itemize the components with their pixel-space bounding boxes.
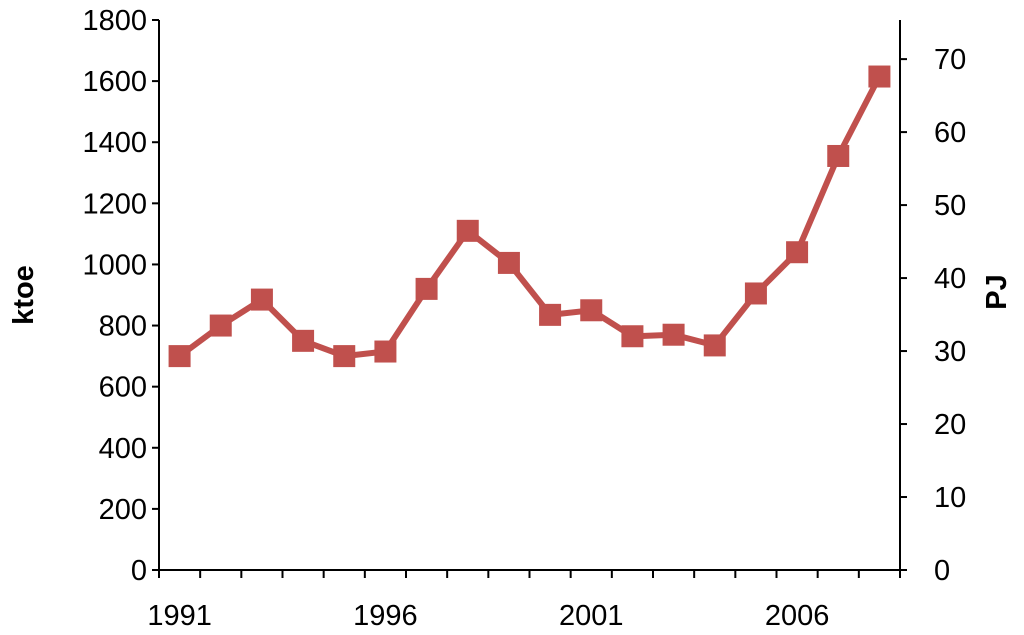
y2-tick-label: 30 bbox=[934, 336, 966, 368]
data-point-marker bbox=[497, 251, 520, 274]
data-point-marker bbox=[292, 329, 315, 352]
y2-tick-label: 50 bbox=[934, 190, 966, 222]
y-tick-label: 600 bbox=[99, 372, 147, 404]
y-tick-label: 1600 bbox=[82, 66, 147, 98]
data-point-marker bbox=[539, 303, 562, 326]
y2-tick-label: 10 bbox=[934, 482, 966, 514]
data-point-marker bbox=[703, 334, 726, 357]
data-point-marker bbox=[744, 282, 767, 305]
x-tick-label: 2006 bbox=[765, 600, 830, 632]
data-point-marker bbox=[580, 299, 603, 322]
y2-tick-label: 20 bbox=[934, 409, 966, 441]
data-point-marker bbox=[209, 314, 232, 337]
y2-tick-label: 60 bbox=[934, 117, 966, 149]
y-tick-label: 1000 bbox=[82, 249, 147, 281]
tick-marks bbox=[152, 19, 907, 578]
data-point-marker bbox=[868, 65, 891, 88]
data-point-marker bbox=[621, 325, 644, 348]
data-point-marker bbox=[374, 340, 397, 363]
y-tick-label: 800 bbox=[99, 311, 147, 343]
y2-axis-title: PJ bbox=[981, 274, 1013, 309]
y-tick-label: 400 bbox=[99, 433, 147, 465]
tick-labels: 0 200 400 600 800 1000 1200 1400 1600 1800 0 10 20 30… bbox=[82, 5, 966, 632]
x-tick-label: 1996 bbox=[353, 600, 418, 632]
data-point-marker bbox=[456, 219, 479, 242]
y-axis-title: ktoe bbox=[8, 265, 40, 325]
y2-tick-label: 70 bbox=[934, 44, 966, 76]
data-point-marker bbox=[415, 277, 438, 300]
y2-tick-label: 0 bbox=[934, 555, 950, 587]
data-point-marker bbox=[250, 288, 273, 311]
data-point-marker bbox=[827, 144, 850, 167]
data-series bbox=[168, 65, 891, 368]
y-tick-label: 1200 bbox=[82, 188, 147, 220]
x-tick-label: 2001 bbox=[559, 600, 624, 632]
data-point-marker bbox=[662, 323, 685, 346]
y-tick-label: 0 bbox=[131, 555, 147, 587]
x-tick-label: 1991 bbox=[147, 600, 212, 632]
data-point-marker bbox=[333, 345, 356, 368]
data-point-marker bbox=[168, 345, 191, 368]
y-tick-label: 200 bbox=[99, 494, 147, 526]
y-tick-label: 1800 bbox=[82, 5, 147, 37]
data-point-marker bbox=[786, 241, 809, 264]
y2-tick-label: 40 bbox=[934, 263, 966, 295]
y-tick-label: 1400 bbox=[82, 127, 147, 159]
